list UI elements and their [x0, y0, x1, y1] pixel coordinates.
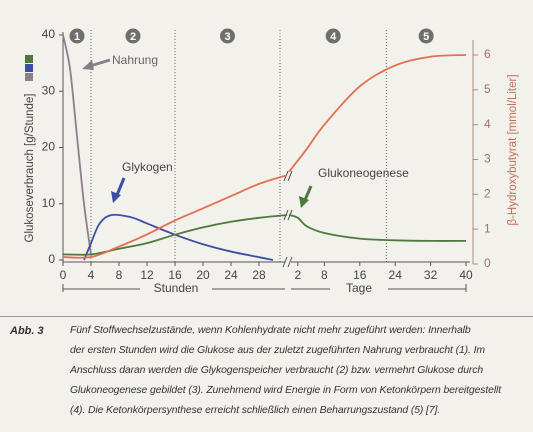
- phase-marker: [325, 28, 341, 44]
- phase-label: 1: [74, 31, 80, 43]
- x-tick-label: 8: [116, 268, 123, 282]
- x-tick-label: 24: [224, 268, 238, 282]
- x-tick-label: 8: [321, 268, 328, 282]
- x-bracket: [62, 284, 467, 292]
- caption: Abb. 3 Fünf Stoffwechselzustände, wenn K…: [0, 316, 533, 432]
- x-tick-label: 24: [389, 268, 403, 282]
- caption-line: Glukoneogenese gebildet (3). Zunehmend w…: [70, 385, 502, 396]
- series-line: [288, 214, 467, 242]
- phase-label: 5: [423, 31, 429, 43]
- phase-label: 4: [330, 31, 337, 43]
- caption-line: Anschluss daran werden die Glykogenspeic…: [70, 365, 484, 376]
- legend-swatch: [25, 55, 33, 63]
- series-line: [62, 214, 288, 256]
- phase-marker: [220, 28, 235, 44]
- x-label: Tage: [346, 281, 372, 295]
- axis-break: [282, 256, 293, 268]
- series-line: [288, 54, 467, 173]
- phase-label: 3: [224, 31, 230, 43]
- y-axis-title: Glukoseverbrauch [g/Stunde]: [24, 94, 36, 243]
- phase-marker: [125, 28, 141, 44]
- y-tick-label: 30: [42, 83, 56, 97]
- annotation: Nahrung: [112, 53, 158, 67]
- x-tick-label: 40: [459, 268, 473, 282]
- y-tick-label: 20: [42, 140, 56, 154]
- y-tick-label: 10: [42, 196, 56, 210]
- x-tick-label: 2: [295, 268, 302, 282]
- annotation-arrow: [82, 58, 313, 208]
- y-tick-label: 40: [42, 27, 56, 41]
- legend-swatch: [25, 73, 33, 81]
- y2-tick-label: 3: [484, 152, 491, 166]
- caption-label: Abb. 3: [10, 325, 44, 337]
- phase-label: 2: [130, 31, 136, 43]
- x-tick-label: 16: [353, 268, 367, 282]
- y2-tick-label: 2: [484, 187, 491, 201]
- y2-tick-label: 0: [484, 256, 491, 270]
- caption-line: Fünf Stoffwechselzustände, wenn Kohlenhy…: [70, 325, 471, 336]
- series-line: [83, 213, 274, 261]
- legend-swatch: [25, 64, 33, 72]
- caption-line: (4). Die Ketonkörpersynthese erreicht sc…: [70, 405, 441, 416]
- x-tick-label: 32: [424, 268, 438, 282]
- phase-marker: [418, 28, 434, 44]
- phase-marker: [69, 28, 85, 44]
- x-tick-label: 28: [252, 268, 266, 282]
- x-tick-label: 0: [60, 268, 67, 282]
- y-tick-label: 0: [48, 252, 55, 266]
- series-line: [62, 174, 288, 259]
- y2-tick-label: 1: [484, 221, 491, 235]
- x-tick-label: 20: [196, 268, 210, 282]
- y2-tick-label: 6: [484, 47, 491, 61]
- x-tick-label: 12: [140, 268, 154, 282]
- chart: Stunden Tage Glukoseverbrauch [g/Stunde]…: [24, 27, 519, 295]
- x-tick-label: 16: [168, 268, 182, 282]
- series-line: [62, 34, 92, 255]
- annotation: Glukoneogenese: [318, 166, 409, 180]
- x-label: Stunden: [154, 281, 199, 295]
- curve-break: [283, 170, 293, 221]
- y2-tick-label: 4: [484, 117, 491, 131]
- y2-tick-label: 5: [484, 82, 491, 96]
- x-tick-label: 4: [88, 268, 95, 282]
- annotation: Glykogen: [122, 160, 173, 174]
- caption-line: der ersten Stunden wird die Glukose aus …: [70, 345, 485, 356]
- y2-axis-title: β-Hydroxybutyrat [mmol/Liter]: [507, 74, 519, 225]
